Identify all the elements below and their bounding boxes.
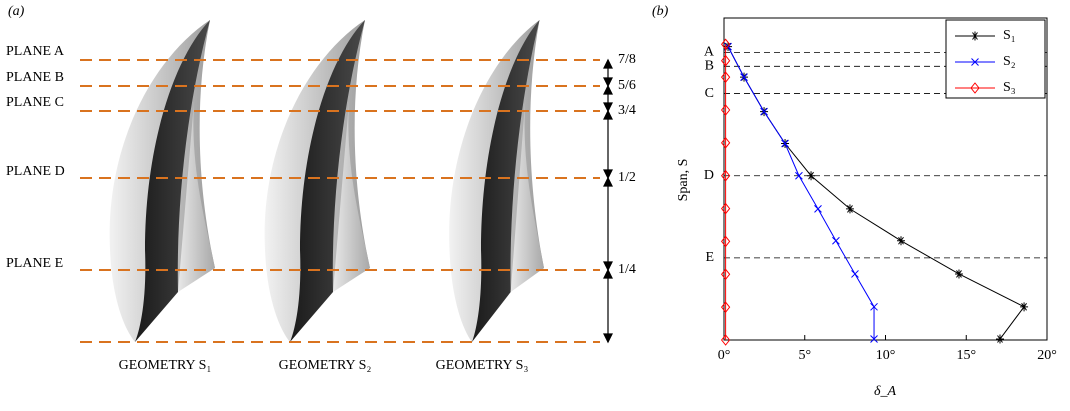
x-tick-label: 20° (1037, 348, 1057, 363)
marker (795, 171, 803, 180)
marker (720, 104, 731, 116)
marker (720, 301, 731, 313)
x-tick-label: 10° (876, 348, 896, 363)
marker (720, 235, 731, 248)
x-axis-title: δ_A (874, 384, 897, 399)
panel-label: (b) (652, 4, 669, 19)
marker (720, 38, 731, 51)
blade (109, 20, 215, 342)
marker (720, 334, 731, 346)
marker (807, 171, 816, 181)
series-line (727, 46, 875, 340)
geometry-label: GEOMETRY S₃ (436, 358, 529, 373)
marker (740, 73, 748, 81)
y-axis-title: Span, S (676, 159, 691, 202)
marker (720, 54, 731, 67)
fraction-label: 1/2 (618, 170, 636, 185)
legend-label: S₂ (1003, 54, 1016, 69)
marker (760, 107, 768, 116)
plane-label: PLANE D (6, 164, 65, 179)
blade (449, 20, 544, 342)
plane-label: PLANE B (6, 70, 64, 85)
y-tick-label: B (705, 59, 714, 74)
marker (720, 169, 731, 182)
span-arrows (603, 58, 613, 344)
marker (851, 270, 859, 278)
fraction-label: 7/8 (618, 52, 636, 67)
y-tick-label: E (705, 250, 714, 265)
geometry-label: GEOMETRY S₁ (119, 358, 212, 373)
marker (897, 236, 906, 246)
fraction-label: 1/4 (618, 262, 636, 277)
panel-a: (a) PLANE A PLANE B PLANE C PLANE D PLAN… (6, 4, 636, 373)
legend-box (945, 19, 1046, 99)
x-tick-label: 5° (798, 348, 811, 363)
marker (1020, 302, 1029, 312)
panel-label: (a) (8, 4, 25, 19)
x-tick-label: 15° (956, 348, 976, 363)
marker (720, 202, 731, 215)
blade (264, 20, 370, 342)
y-tick-label: C (705, 86, 714, 101)
marker (996, 334, 1004, 344)
fraction-label: 3/4 (618, 103, 636, 118)
marker (781, 139, 789, 148)
marker (832, 236, 840, 245)
y-tick-label: A (704, 45, 715, 60)
marker (720, 71, 731, 83)
x-tick-label: 0° (718, 348, 731, 363)
fraction-label: 5/6 (618, 78, 636, 93)
legend-label: S₁ (1003, 28, 1016, 43)
legend-label: S₃ (1003, 80, 1016, 95)
marker (720, 268, 731, 281)
y-tick-label: D (704, 168, 714, 183)
marker (971, 31, 979, 41)
plane-label: PLANE A (6, 44, 65, 59)
marker (870, 335, 878, 343)
marker (845, 204, 854, 214)
marker (720, 137, 731, 149)
marker (814, 205, 822, 213)
plane-label: PLANE E (6, 256, 63, 271)
marker (954, 269, 963, 279)
marker (970, 82, 980, 94)
marker (870, 302, 878, 311)
panel-b: (b) Span, S δ_A ABC D E 0° 5° 10° 15° 20° S₁ S₂ S₃ (652, 4, 1057, 399)
geometry-label: GEOMETRY S₂ (279, 358, 372, 373)
marker (971, 58, 979, 66)
plane-label: PLANE C (6, 95, 64, 110)
